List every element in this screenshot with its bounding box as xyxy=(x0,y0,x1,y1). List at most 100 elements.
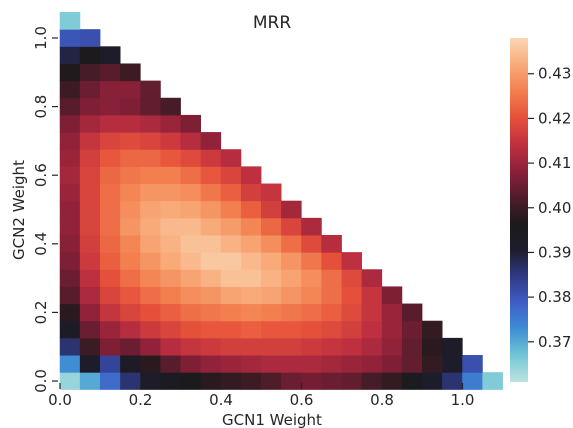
x-tick-label: 0.4 xyxy=(209,391,233,409)
heatmap-cell xyxy=(200,337,222,356)
heatmap-cell xyxy=(321,252,342,270)
x-tick-label: 0.2 xyxy=(129,391,153,409)
heatmap-cell xyxy=(281,337,302,356)
heatmap-cell xyxy=(442,355,463,373)
heatmap-cell xyxy=(59,303,81,322)
heatmap-cell xyxy=(160,183,181,202)
heatmap-cell xyxy=(100,63,121,82)
colorbar-tick-label: 0.43 xyxy=(538,65,571,83)
heatmap-cell xyxy=(261,252,282,270)
heatmap-cell xyxy=(361,372,383,390)
heatmap-cell xyxy=(261,200,282,219)
heatmap-cell xyxy=(100,80,121,99)
heatmap-cell xyxy=(160,166,181,185)
heatmap-cell xyxy=(160,234,181,253)
heatmap-cell xyxy=(180,217,201,236)
heatmap-cell xyxy=(361,355,383,373)
heatmap-cell xyxy=(281,286,302,305)
heatmap-cell xyxy=(180,337,201,356)
heatmap-cell xyxy=(59,320,81,339)
heatmap-cell xyxy=(381,372,403,390)
heatmap-cell xyxy=(140,114,161,133)
heatmap-cell xyxy=(100,132,121,150)
heatmap-cell xyxy=(79,166,101,185)
x-tick-label: 0.8 xyxy=(370,391,394,409)
heatmap-cell xyxy=(120,372,141,390)
heatmap-cell xyxy=(120,183,141,202)
heatmap-cell xyxy=(59,114,81,133)
heatmap-cell xyxy=(180,303,201,322)
heatmap-cell xyxy=(79,63,101,82)
heatmap-cell xyxy=(160,337,181,356)
heatmap-cell xyxy=(140,286,161,305)
heatmap-cell xyxy=(301,252,322,270)
heatmap-cell xyxy=(301,372,322,390)
heatmap-cell xyxy=(100,286,121,305)
heatmap-cell xyxy=(140,320,161,339)
heatmap-cell xyxy=(79,46,101,64)
heatmap-cell xyxy=(200,372,222,390)
heatmap-cell xyxy=(160,200,181,219)
heatmap-cell xyxy=(261,355,282,373)
heatmap-cell xyxy=(59,269,81,287)
heatmap-cell xyxy=(100,149,121,167)
heatmap-cell xyxy=(261,286,282,305)
heatmap-cell xyxy=(100,200,121,219)
heatmap-cell xyxy=(120,252,141,270)
heatmap-cell xyxy=(180,355,201,373)
colorbar-tick-label: 0.40 xyxy=(538,199,571,217)
heatmap-cell xyxy=(120,149,141,167)
heatmap-cell xyxy=(79,97,101,116)
heatmap-cell xyxy=(180,132,201,150)
heatmap-cell xyxy=(200,166,222,185)
heatmap-cell xyxy=(79,337,101,356)
heatmap-cell xyxy=(180,372,201,390)
heatmap-cell xyxy=(200,252,222,270)
colorbar-tick-label: 0.39 xyxy=(538,243,571,261)
heatmap-cell xyxy=(301,320,322,339)
heatmap-cell xyxy=(301,337,322,356)
heatmap-cell xyxy=(79,303,101,322)
heatmap-cell xyxy=(140,337,161,356)
y-axis-label: GCN2 Weight xyxy=(10,160,28,260)
heatmap-cell xyxy=(401,337,423,356)
heatmap-cell xyxy=(160,372,181,390)
heatmap-cell xyxy=(240,166,262,185)
heatmap-cell xyxy=(200,269,222,287)
heatmap-cell xyxy=(79,114,101,133)
heatmap-cell xyxy=(79,217,101,236)
heatmap-cell xyxy=(140,166,161,185)
heatmap-cell xyxy=(381,303,403,322)
heatmap-cell xyxy=(281,372,302,390)
y-axis: 0.0 0.2 0.4 0.6 0.8 1.0 xyxy=(32,26,58,393)
heatmap-cell xyxy=(59,97,81,116)
heatmap-cell xyxy=(79,269,101,287)
heatmap-cell xyxy=(160,286,181,305)
x-axis-label: GCN1 Weight xyxy=(222,411,322,428)
heatmap-cell xyxy=(200,234,222,253)
y-tick-label: 0.6 xyxy=(32,163,50,187)
heatmap-cell xyxy=(140,372,161,390)
heatmap-cell xyxy=(120,80,141,99)
heatmap-cell xyxy=(100,355,121,373)
heatmap-cell xyxy=(220,269,242,287)
heatmap-cell xyxy=(281,303,302,322)
heatmap-cell xyxy=(140,217,161,236)
heatmap-cell xyxy=(120,166,141,185)
heatmap-cell xyxy=(59,46,81,64)
heatmap-cell xyxy=(180,269,201,287)
heatmap-cell xyxy=(261,372,282,390)
heatmap-cell xyxy=(381,286,403,305)
heatmap-cell xyxy=(59,12,81,30)
heatmap-cell xyxy=(240,355,262,373)
heatmap-cell xyxy=(180,166,201,185)
heatmap-cell xyxy=(59,63,81,82)
heatmap-cell xyxy=(261,303,282,322)
heatmap-cell xyxy=(120,217,141,236)
heatmap-cell xyxy=(180,114,201,133)
y-tick-label: 1.0 xyxy=(32,26,50,50)
colorbar-tick-label: 0.38 xyxy=(538,288,571,306)
heatmap-cell xyxy=(361,286,383,305)
heatmap-cell xyxy=(160,97,181,116)
